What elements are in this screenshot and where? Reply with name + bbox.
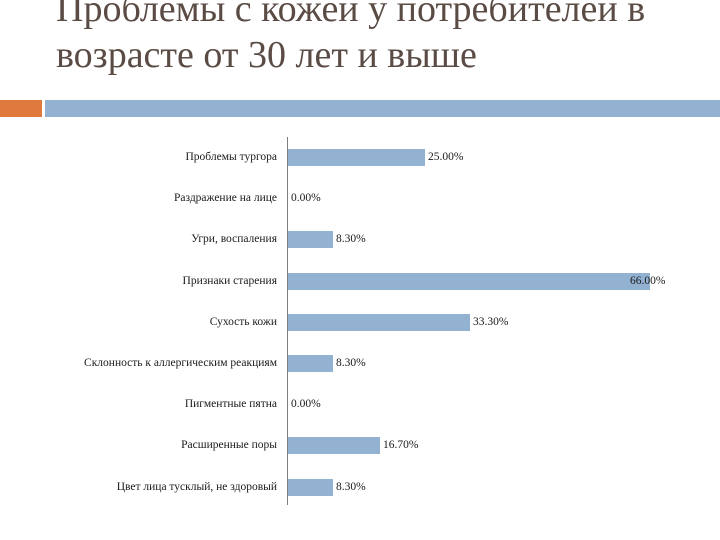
value-label: 8.30% [336,480,366,493]
chart-row: Угри, воспаления 8.30% [0,231,720,249]
chart-row: Расширенные поры 16.70% [0,437,720,455]
bar [288,149,425,166]
category-label: Склонность к аллергическим реакциям [84,357,277,369]
chart-row: Цвет лица тусклый, не здоровый 8.30% [0,478,720,496]
value-label: 8.30% [336,357,366,369]
bar [288,478,333,496]
accent-bar-blue [45,100,720,117]
bar [288,313,470,331]
category-label: Расширенные поры [181,439,277,452]
value-label: 0.00% [291,398,321,411]
bar [288,355,333,372]
category-label: Признаки старения [182,274,277,287]
chart-row: Сухость кожи 33.30% [0,313,720,331]
chart-row: Склонность к аллергическим реакциям 8.30% [0,355,720,372]
category-label: Пигментные пятна [184,398,277,411]
value-label: 0.00% [291,192,321,205]
slide-title: Проблемы с кожей у потребителей в возрас… [56,0,646,76]
value-label: 16.70% [383,439,419,452]
category-axis [287,137,288,505]
bar [288,231,333,249]
chart-row: Пигментные пятна 0.00% [0,396,720,413]
category-label: Цвет лица тусклый, не здоровый [116,480,277,493]
accent-bar-orange [0,100,42,117]
value-label: 66.00% [630,274,666,287]
chart-row: Признаки старения 66.00% [0,272,720,290]
category-label: Проблемы тургора [185,151,277,163]
category-label: Угри, воспаления [191,233,277,246]
bar [288,272,650,290]
bar [288,437,380,455]
category-label: Раздражение на лице [173,192,277,205]
value-label: 25.00% [428,151,464,163]
chart-row: Раздражение на лице 0.00% [0,190,720,207]
category-label: Сухость кожи [209,315,277,328]
chart-row: Проблемы тургора 25.00% [0,149,720,166]
value-label: 8.30% [336,233,366,246]
value-label: 33.30% [473,315,509,328]
